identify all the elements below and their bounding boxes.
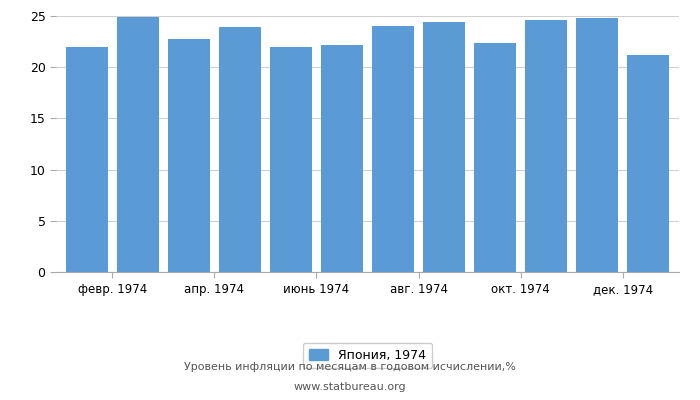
Bar bbox=[627, 55, 669, 272]
Bar bbox=[372, 26, 414, 272]
Legend: Япония, 1974: Япония, 1974 bbox=[303, 343, 432, 368]
Text: Уровень инфляции по месяцам в годовом исчислении,%: Уровень инфляции по месяцам в годовом ис… bbox=[184, 362, 516, 372]
Bar bbox=[117, 17, 159, 272]
Bar bbox=[424, 22, 465, 272]
Bar bbox=[66, 47, 108, 272]
Bar bbox=[168, 38, 210, 272]
Bar bbox=[219, 27, 261, 272]
Bar bbox=[525, 20, 567, 272]
Bar bbox=[270, 47, 312, 272]
Bar bbox=[321, 45, 363, 272]
Text: www.statbureau.org: www.statbureau.org bbox=[294, 382, 406, 392]
Bar bbox=[474, 43, 516, 272]
Bar bbox=[576, 18, 618, 272]
